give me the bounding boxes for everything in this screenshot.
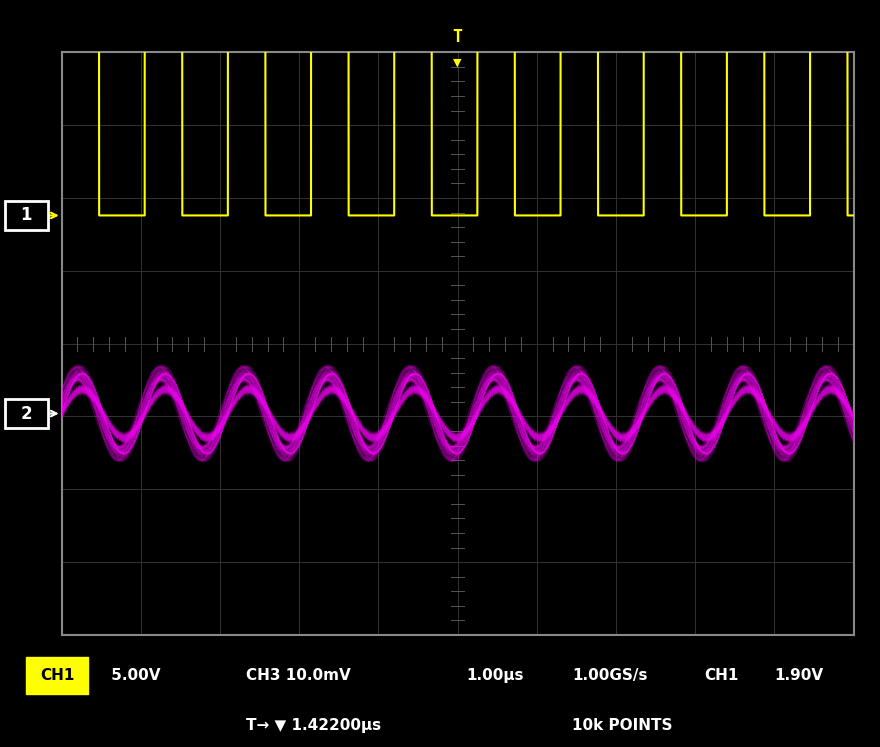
Text: 1.90V: 1.90V	[774, 668, 824, 683]
Text: 10k POINTS: 10k POINTS	[572, 718, 672, 733]
FancyBboxPatch shape	[26, 657, 88, 693]
Text: 1.00GS/s: 1.00GS/s	[572, 668, 648, 683]
Text: 1: 1	[20, 206, 32, 224]
Text: ▼: ▼	[453, 58, 462, 68]
Text: CH1: CH1	[704, 668, 738, 683]
FancyBboxPatch shape	[4, 399, 48, 428]
Text: T: T	[452, 28, 463, 46]
Text: CH3 10.0mV: CH3 10.0mV	[246, 668, 351, 683]
Text: CH1: CH1	[40, 668, 75, 683]
Text: 1.00μs: 1.00μs	[466, 668, 524, 683]
Text: T→ ▼ 1.42200μs: T→ ▼ 1.42200μs	[246, 718, 382, 733]
Text: 2: 2	[20, 405, 32, 423]
FancyBboxPatch shape	[4, 201, 48, 230]
Text: 5.00V: 5.00V	[106, 668, 160, 683]
